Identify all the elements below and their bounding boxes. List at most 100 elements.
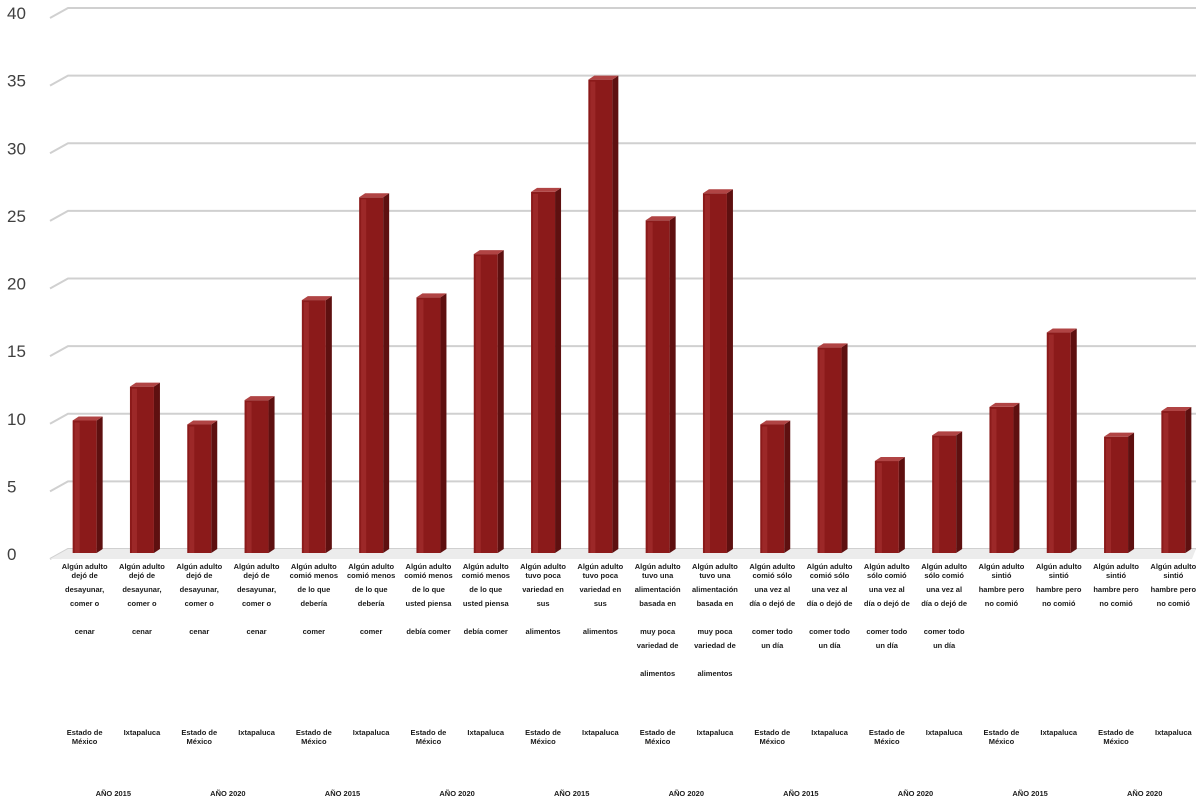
bar-side [726, 189, 733, 554]
x-tick-label: Algún adulto comió menos de lo que debería c… [282, 563, 345, 642]
bar-side [1185, 406, 1192, 553]
x-tick-label-line: alimentos [697, 669, 733, 678]
bar-highlight [934, 437, 940, 553]
bar-top [932, 431, 963, 436]
region-label: Ixtapaluca [1155, 728, 1192, 737]
x-tick-label-line: desayunar, [122, 585, 162, 594]
x-tick-label-line [741, 614, 804, 628]
bar-side [898, 457, 905, 553]
x-tick-label-line: comió menos [289, 571, 338, 580]
bar-side [268, 396, 275, 553]
region-label: Estado de México [639, 728, 676, 746]
x-tick-label-line: basada en [639, 599, 676, 608]
x-tick-label-line: Algún adulto [921, 562, 968, 571]
x-tick-label-line: día o dejó de [749, 599, 796, 608]
bar-side [383, 193, 390, 554]
x-tick-label-line [454, 614, 517, 628]
bar-top [1104, 432, 1135, 437]
x-tick-label-line: comer o [70, 599, 100, 608]
bar-top [244, 396, 275, 401]
x-tick-label-line: Algún adulto [806, 562, 853, 571]
x-tick-label-line: alimentación [692, 585, 738, 594]
x-tick-label-line: un día [875, 641, 898, 650]
x-tick-label-line: tuvo una [699, 571, 731, 580]
bar-top [187, 420, 218, 425]
y-tick-label: 40 [7, 4, 26, 23]
x-tick-label-line [855, 614, 918, 628]
x-tick-label-line: sintió [1106, 571, 1127, 580]
y-tick-label: 35 [7, 72, 26, 91]
bar-side [1013, 402, 1020, 553]
bar-top [359, 193, 390, 198]
gridline [49, 345, 1196, 357]
bar-side [325, 296, 332, 553]
x-tick-label-line: no comió [1099, 599, 1133, 608]
x-tick-label-line: comió menos [461, 571, 510, 580]
bar [244, 396, 275, 553]
x-tick-label-line: basada en [696, 599, 734, 608]
bar [301, 296, 332, 553]
region-label: Estado de México [66, 728, 103, 746]
x-tick-label: Algún adulto dejó de desayunar, comer o cena… [168, 563, 231, 642]
x-tick-label-line: un día [761, 641, 784, 650]
x-tick-label-line: sólo comió [867, 571, 907, 580]
x-tick-label-line: variedad en [522, 585, 564, 594]
x-tick-label-line: comió menos [346, 571, 396, 580]
x-tick-label-line [913, 614, 976, 628]
x-tick-label-line: cenar [189, 627, 210, 636]
region-label: Estado de México [295, 728, 332, 746]
x-tick-label-line: Algún adulto [290, 562, 337, 571]
y-tick-label: 0 [7, 545, 16, 564]
x-tick-label-line: no comió [1156, 599, 1190, 608]
x-tick-label-line: muy poca [640, 627, 676, 636]
region-label: Estado de México [1098, 728, 1134, 746]
region-label: Estado de México [181, 728, 218, 746]
region-label: Estado de México [525, 728, 561, 746]
x-tick-label-line: usted piensa [405, 599, 452, 608]
x-tick-label-line: comió sólo [809, 571, 850, 580]
x-tick-label-line: Algún adulto [176, 562, 223, 571]
x-tick-label: Algún adulto sintió hambre pero no comió [1027, 563, 1090, 614]
x-tick-label-line: Algún adulto [520, 562, 566, 571]
bar-highlight [303, 302, 309, 553]
x-tick-label-line: día o dejó de [921, 599, 968, 608]
x-tick-label-line: dejó de [243, 571, 270, 580]
x-tick-label-line: de lo que [469, 585, 503, 594]
x-tick-label-line: sintió [991, 571, 1012, 580]
region-label: Estado de México [983, 728, 1020, 746]
year-label: AÑO 2015 [553, 789, 590, 798]
bar-top [1161, 406, 1192, 411]
x-tick-label-line: Algún adulto [348, 562, 395, 571]
x-tick-label-line [798, 614, 861, 628]
x-tick-label-line [340, 614, 403, 628]
year-label: AÑO 2015 [783, 789, 819, 798]
x-tick-label-line: desayunar, [236, 585, 277, 594]
bar-highlight [1163, 412, 1169, 553]
year-label: AÑO 2015 [324, 789, 361, 798]
x-tick-label: Algún adulto comió sólo una vez al día o de… [798, 563, 861, 656]
bar [760, 420, 791, 553]
bar-top [301, 296, 332, 301]
x-tick-label: Algún adulto comió menos de lo que debería c… [340, 563, 403, 642]
x-tick-label-line: alimentos [525, 627, 561, 636]
x-tick-label-line: dejó de [186, 571, 213, 580]
bar-highlight [991, 408, 997, 553]
bar-top [817, 343, 848, 348]
x-tick-label: Algún adulto sólo comió una vez al día o de… [913, 563, 976, 656]
bar-highlight [704, 195, 710, 554]
x-tick-label-line: Algún adulto [61, 562, 108, 571]
x-tick-label-line [168, 614, 231, 628]
region-label: Ixtapaluca [582, 728, 619, 737]
x-tick-label-line: Algún adulto [1035, 562, 1082, 571]
x-tick-label: Algún adulto tuvo una alimentación basada e… [683, 563, 746, 684]
x-tick-label-line: una vez al [754, 585, 791, 594]
x-tick-label-line: muy poca [697, 627, 733, 636]
bar [874, 457, 905, 553]
x-tick-label-line: una vez al [926, 585, 963, 594]
gridline [49, 74, 1196, 87]
x-tick-label-line: tuvo poca [525, 571, 561, 580]
x-tick-label-line: comer o [241, 599, 272, 608]
bar-top [645, 216, 676, 221]
x-tick-label-line [683, 614, 746, 628]
bar [72, 416, 103, 553]
